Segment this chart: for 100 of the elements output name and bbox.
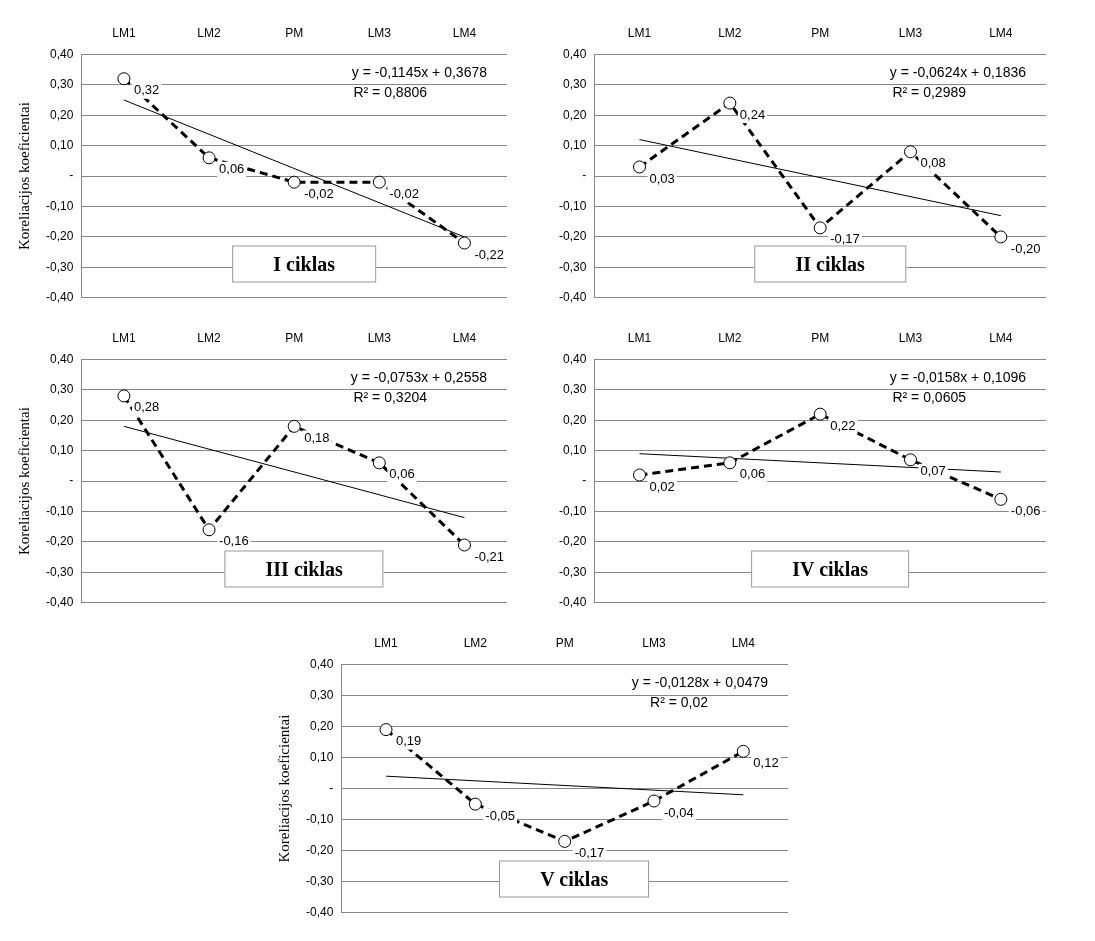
y-tick-label: 0,30 <box>562 77 587 92</box>
data-label: 0,32 <box>133 82 160 98</box>
x-tick-label: LM3 <box>367 25 392 40</box>
x-tick-label: LM3 <box>641 635 666 650</box>
y-tick-label: -0,20 <box>558 229 587 244</box>
point <box>117 72 131 86</box>
x-tick-label: PM <box>285 25 304 40</box>
y-tick-label: -0,10 <box>45 198 74 213</box>
x-tick-label: LM1 <box>373 635 398 650</box>
annotation: R² = 0,0605 <box>892 389 967 406</box>
point <box>647 794 661 808</box>
data-label: 0,06 <box>219 161 245 177</box>
x-tick-label: LM4 <box>452 330 477 345</box>
y-tick-label: 0,30 <box>562 382 587 397</box>
x-tick-label: LM4 <box>989 330 1013 345</box>
y-tick-label: 0,30 <box>49 382 74 397</box>
y-tick-label: - <box>582 168 587 183</box>
point <box>457 236 471 250</box>
x-tick-label: LM4 <box>989 25 1013 40</box>
point <box>202 523 216 537</box>
x-tick-label: LM1 <box>627 330 652 345</box>
point <box>468 797 482 811</box>
point <box>723 96 737 110</box>
y-tick-label: - <box>582 473 587 488</box>
annotation: y = -0,0624x + 0,1836 <box>889 64 1027 81</box>
annotation: R² = 0,8806 <box>353 84 428 101</box>
x-tick-label: LM2 <box>718 25 742 40</box>
annotation: y = -0,0753x + 0,2558 <box>350 369 488 386</box>
data-label: -0,02 <box>304 185 334 201</box>
y-axis-title: Koreliacijos koeficientai <box>15 102 32 251</box>
data-label: 0,28 <box>133 399 160 415</box>
y-tick-label: 0,40 <box>49 46 74 61</box>
y-axis-title: Koreliacijos koeficientai <box>15 407 32 556</box>
x-tick-label: LM2 <box>463 635 487 650</box>
annotation: R² = 0,3204 <box>353 389 428 406</box>
point <box>723 456 737 470</box>
y-tick-label: -0,30 <box>45 259 74 274</box>
y-tick-label: 0,40 <box>562 351 587 366</box>
x-tick-label: LM4 <box>452 25 477 40</box>
point <box>287 419 301 433</box>
annotation: R² = 0,2989 <box>892 84 967 101</box>
data-label: -0,05 <box>484 807 515 823</box>
y-tick-label: -0,10 <box>45 503 74 518</box>
data-label: -0,16 <box>219 533 249 549</box>
point <box>633 468 647 482</box>
data-label: -0,02 <box>389 185 419 201</box>
y-tick-label: 0,20 <box>49 107 74 122</box>
y-tick-label: -0,40 <box>558 290 587 305</box>
y-axis-title: Koreliacijos koeficientai <box>275 714 292 863</box>
x-tick-label: LM3 <box>898 25 923 40</box>
data-label: 0,02 <box>649 478 675 494</box>
x-tick-label: PM <box>811 330 830 345</box>
annotation: R² = 0,02 <box>649 694 708 711</box>
point <box>379 723 393 737</box>
y-tick-label: -0,30 <box>305 874 334 889</box>
data-label: 0,03 <box>649 170 675 186</box>
point <box>736 744 750 758</box>
y-tick-label: 0,30 <box>49 77 74 92</box>
data-label: -0,06 <box>1010 502 1041 518</box>
y-tick-label: -0,30 <box>45 564 74 579</box>
y-tick-label: 0,10 <box>49 442 74 457</box>
y-tick-label: 0,40 <box>562 46 587 61</box>
point <box>813 221 827 235</box>
point <box>994 230 1008 244</box>
x-tick-label: LM1 <box>627 25 652 40</box>
x-tick-label: PM <box>285 330 304 345</box>
y-tick-label: 0,10 <box>562 137 587 152</box>
x-tick-label: LM3 <box>898 330 923 345</box>
x-tick-label: LM2 <box>197 330 222 345</box>
y-tick-label: -0,10 <box>558 198 587 213</box>
y-tick-label: - <box>69 473 74 488</box>
y-tick-label: 0,10 <box>309 749 334 764</box>
data-label: -0,04 <box>663 804 694 820</box>
point <box>287 175 301 189</box>
text: III ciklas <box>265 557 343 580</box>
data-label: 0,24 <box>739 106 766 122</box>
point <box>457 538 471 552</box>
data-label: 0,06 <box>739 466 766 482</box>
point <box>904 145 918 159</box>
y-tick-label: -0,40 <box>45 290 74 305</box>
y-tick-label: -0,20 <box>45 229 74 244</box>
point <box>994 492 1008 506</box>
data-label: -0,17 <box>830 231 860 247</box>
y-tick-label: 0,30 <box>309 687 334 702</box>
y-tick-label: -0,20 <box>45 534 74 549</box>
y-tick-label: -0,20 <box>558 534 587 549</box>
data-label: -0,22 <box>474 246 505 262</box>
x-tick-label: PM <box>555 635 574 650</box>
data-label: 0,08 <box>920 155 946 171</box>
x-tick-label: LM1 <box>112 25 136 40</box>
y-tick-label: 0,10 <box>49 137 74 152</box>
x-tick-label: LM2 <box>718 330 742 345</box>
data-label: 0,22 <box>830 417 856 433</box>
x-tick-label: LM2 <box>197 25 222 40</box>
y-tick-label: -0,40 <box>45 595 74 610</box>
data-label: 0,12 <box>752 754 779 770</box>
y-tick-label: -0,30 <box>558 564 587 579</box>
y-tick-label: - <box>69 168 74 183</box>
point <box>904 453 918 467</box>
y-tick-label: -0,10 <box>558 503 587 518</box>
